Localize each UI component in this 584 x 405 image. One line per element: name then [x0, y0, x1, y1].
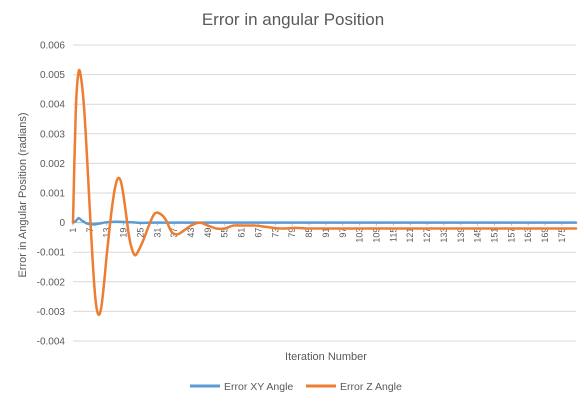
x-tick-label: 169: [540, 228, 550, 243]
x-tick-label: 133: [439, 228, 449, 243]
x-tick-label: 139: [456, 228, 466, 243]
x-axis-title: Iteration Number: [285, 351, 367, 363]
x-tick-label: 25: [135, 228, 145, 238]
x-tick-label: 91: [321, 228, 331, 238]
x-tick-label: 85: [304, 228, 314, 238]
x-tick-label: 13: [102, 228, 112, 238]
x-tick-label: 61: [237, 228, 247, 238]
chart-title: Error in angular Position: [202, 10, 384, 29]
x-tick-label: 49: [203, 228, 213, 238]
x-tick-label: 115: [388, 228, 398, 242]
y-tick-label: 0.004: [40, 100, 65, 111]
y-tick-label: -0.003: [37, 307, 66, 318]
x-tick-label: 175: [557, 228, 567, 243]
y-tick-label: 0.001: [40, 189, 65, 200]
x-tick-label: 79: [287, 228, 297, 238]
y-tick-label: 0.006: [40, 41, 65, 52]
x-tick-label: 67: [253, 228, 263, 238]
y-tick-label: 0: [59, 218, 65, 229]
y-tick-label: -0.002: [37, 277, 66, 288]
legend-label-error-xy-angle: Error XY Angle: [224, 381, 293, 393]
x-tick-label: 157: [506, 228, 516, 243]
x-tick-label: 145: [473, 228, 483, 243]
x-tick-label: 55: [220, 228, 230, 238]
x-tick-label: 1: [68, 228, 78, 233]
x-tick-label: 163: [523, 228, 533, 243]
x-tick-label: 151: [490, 228, 500, 243]
x-tick-label: 43: [186, 228, 196, 238]
y-axis-title: Error in Angular Position (radians): [17, 112, 29, 277]
x-tick-label: 31: [152, 228, 162, 238]
x-tick-label: 121: [405, 228, 415, 243]
y-axis-tick-labels: 0.006 0.005 0.004 0.003 0.002 0.001 0 -0.001 -0.…: [37, 41, 66, 348]
y-tick-label: 0.003: [40, 129, 65, 140]
x-tick-label: 97: [338, 228, 348, 238]
legend: Error XY Angle Error Z Angle: [190, 381, 402, 393]
x-tick-label: 127: [422, 228, 432, 243]
y-tick-label: -0.004: [37, 337, 66, 348]
x-tick-label: 109: [371, 228, 381, 243]
x-tick-label: 103: [355, 228, 365, 243]
series-lines: [71, 68, 578, 317]
series-line-error-z-angle: [71, 68, 578, 317]
legend-label-error-z-angle: Error Z Angle: [340, 381, 402, 393]
y-tick-label: 0.002: [40, 159, 65, 170]
y-tick-label: 0.005: [40, 70, 65, 81]
x-tick-label: 19: [119, 228, 129, 238]
series-line-error-xy-angle: [71, 216, 578, 226]
x-tick-label: 73: [270, 228, 280, 238]
y-tick-label: -0.001: [37, 248, 66, 259]
